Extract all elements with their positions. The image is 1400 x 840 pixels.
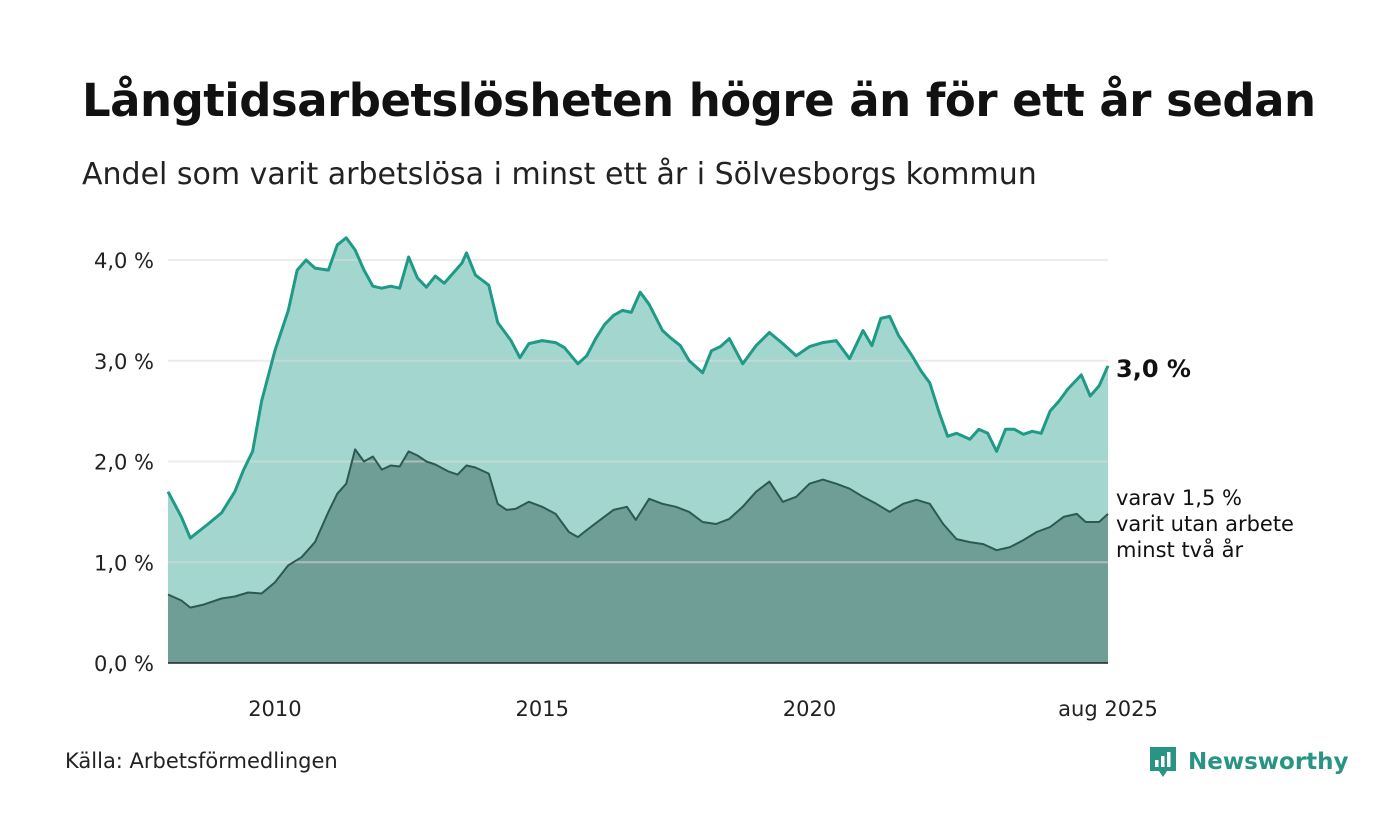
series2-end-label-line-0: varav 1,5 % xyxy=(1116,486,1242,510)
series2-end-label-line-1: varit utan arbete xyxy=(1116,512,1294,536)
x-tick-label-2: 2020 xyxy=(783,697,836,721)
chart-subtitle: Andel som varit arbetslösa i minst ett å… xyxy=(82,157,1037,192)
y-tick-label-3: 3,0 % xyxy=(94,350,154,374)
x-tick-label-0: 2010 xyxy=(248,697,301,721)
y-tick-label-0: 0,0 % xyxy=(94,652,154,676)
series2-line xyxy=(167,448,1109,609)
series1-end-label: 3,0 % xyxy=(1116,355,1191,383)
y-tick-label-2: 2,0 % xyxy=(94,451,154,475)
source-note: Källa: Arbetsförmedlingen xyxy=(65,749,338,773)
chart-title: Långtidsarbetslösheten högre än för ett … xyxy=(82,74,1316,127)
y-tick-label-1: 1,0 % xyxy=(94,551,154,575)
brand-logo: Newsworthy xyxy=(1148,744,1349,780)
newsworthy-logo-icon xyxy=(1150,747,1176,777)
brand-name: Newsworthy xyxy=(1188,749,1349,775)
series2-end-label-line-2: minst två år xyxy=(1116,537,1244,562)
y-tick-label-4: 4,0 % xyxy=(94,249,154,273)
x-tick-label-1: 2015 xyxy=(515,697,568,721)
x-tick-label-3: aug 2025 xyxy=(1058,697,1158,721)
series1-line xyxy=(166,236,1110,540)
